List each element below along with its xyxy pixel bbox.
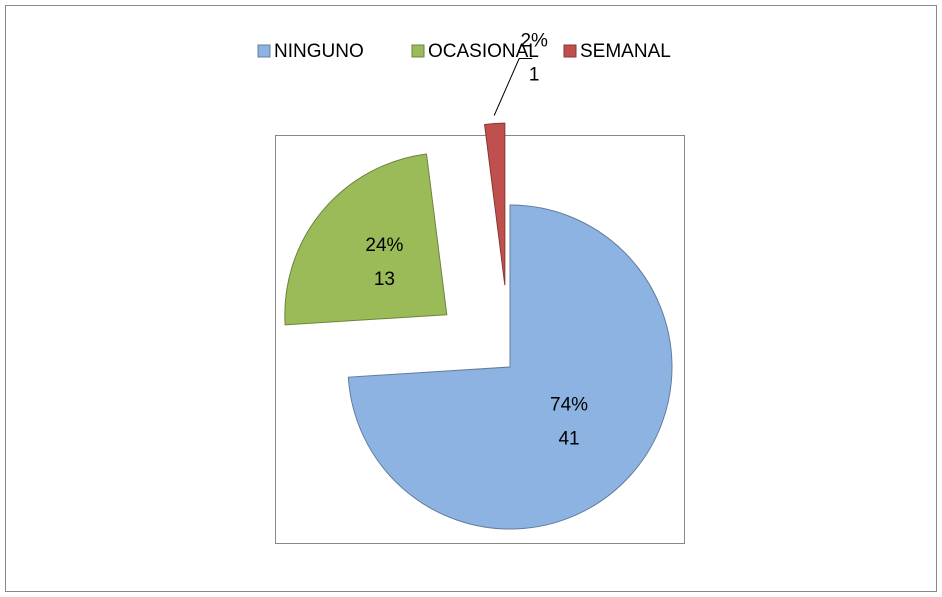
data-label-count: 1	[529, 65, 540, 86]
data-label: 74%	[550, 394, 588, 415]
data-label: 24%	[365, 235, 403, 256]
data-label-count: 41	[558, 428, 579, 449]
data-label: 2%	[520, 31, 548, 52]
legend-swatch	[563, 44, 577, 58]
legend-swatch	[257, 44, 271, 58]
legend-swatch	[411, 44, 425, 58]
pie-slice	[347, 204, 673, 530]
data-label-count: 13	[374, 269, 395, 290]
leader-line	[493, 57, 533, 116]
pie-slice	[284, 153, 448, 326]
legend-label: SEMANAL	[580, 41, 671, 62]
legend-label: NINGUNO	[274, 41, 364, 62]
pie-slice	[483, 122, 506, 286]
legend-label: OCASIONAL	[428, 41, 539, 62]
legend: NINGUNO OCASIONAL SEMANAL	[257, 41, 671, 62]
